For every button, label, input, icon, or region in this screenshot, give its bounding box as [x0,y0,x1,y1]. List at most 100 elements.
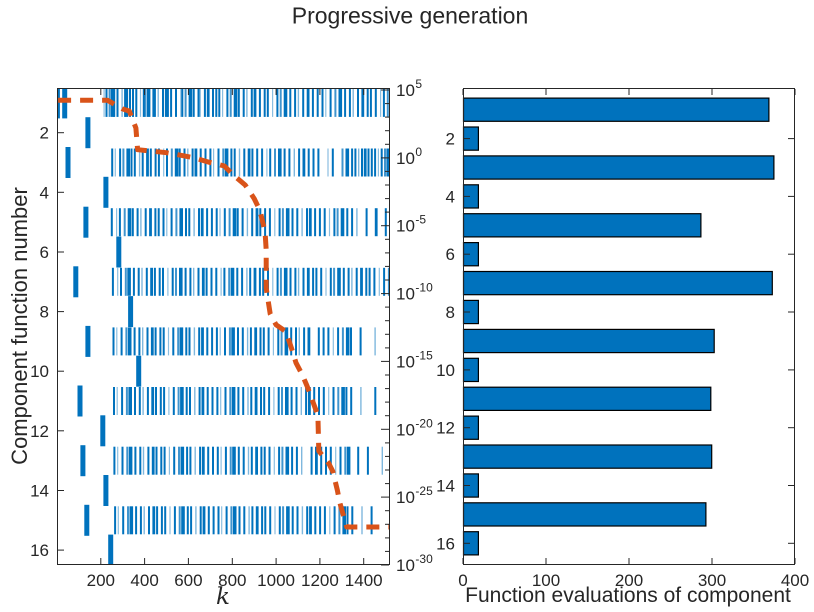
raster-xtick-label: 800 [218,571,246,590]
raster-ytick-label: 14 [30,482,49,501]
raster-mark [346,208,349,237]
raster-mark [254,387,258,415]
raster-mark [338,506,341,535]
raster-mark [153,267,156,296]
raster-mark [183,148,186,177]
raster-mark [123,208,126,237]
raster-mark [118,208,121,237]
log-axis-tick-label: 10-20 [396,416,433,439]
raster-mark [215,88,218,117]
raster-mark [212,88,214,117]
raster-mark [355,267,358,296]
raster-mark [278,208,281,237]
raster-mark [345,327,350,356]
raster-mark [356,208,358,237]
raster-mark [301,446,303,475]
raster-mark [160,506,163,535]
raster-mark [250,387,253,415]
raster-mark [111,267,114,296]
raster-mark [361,506,363,535]
raster-mark [136,355,142,387]
raster-mark [276,88,279,117]
raster-mark [145,267,148,296]
raster-mark [188,327,191,356]
raster-mark [260,387,262,415]
raster-mark [122,148,125,177]
raster-mark [206,327,209,356]
raster-mark [350,327,352,356]
raster-mark [242,88,245,117]
raster-mark [323,208,326,237]
raster-mark [178,446,180,475]
raster-mark [238,148,241,177]
raster-mark [185,327,188,356]
bar-xtick-label: 400 [781,571,809,590]
raster-mark [255,506,259,535]
raster-mark [128,446,133,475]
raster-mark [341,148,344,177]
raster-mark [246,208,249,237]
raster-mark [329,506,331,535]
raster-mark [212,506,215,535]
raster-marks-layer [57,88,390,565]
raster-mark [117,267,119,296]
raster-mark [329,267,332,296]
raster-mark [358,148,360,177]
raster-mark [290,387,293,415]
raster-mark [201,446,205,475]
raster-mark [280,327,283,356]
raster-mark [167,267,169,296]
raster-mark [186,506,189,535]
raster-mark [308,387,311,415]
raster-mark [293,148,295,177]
raster-mark [247,446,250,475]
raster-mark [163,387,166,415]
raster-mark [223,267,226,296]
raster-mark [172,327,175,356]
raster-mark [206,387,209,415]
raster-mark [332,387,335,415]
raster-mark [320,267,323,296]
raster-mark [142,88,145,117]
raster-mark [166,148,168,177]
raster-mark [253,267,257,296]
bar-component-7 [462,270,773,296]
raster-mark [221,506,223,535]
raster-mark [121,387,124,415]
raster-mark [117,506,119,535]
raster-mark [154,148,157,177]
raster-mark [158,267,161,296]
raster-tick-labels: 200 400 600 800 1000 1200 1400 2 4 6 8 10 12 14 16 105 1… [30,77,433,590]
raster-mark [103,475,109,506]
raster-mark [103,176,109,208]
raster-mark [127,506,129,535]
raster-mark [103,88,105,117]
raster-mark [315,267,318,296]
raster-mark [152,506,156,535]
raster-mark [139,88,142,117]
raster-mark [342,506,346,535]
raster-mark [341,327,344,356]
raster-mark [177,387,180,415]
raster-mark [251,208,254,237]
raster-mark [121,446,124,475]
raster-mark [229,387,232,415]
raster-mark [230,506,233,535]
log-axis-tick-label: 10-10 [396,281,433,304]
raster-mark [114,506,117,535]
raster-mark [233,148,236,177]
raster-mark [354,148,357,177]
raster-mark [250,88,253,117]
raster-mark [269,506,272,535]
raster-mark [130,148,133,177]
raster-mark [263,88,266,117]
raster-mark [237,88,240,117]
raster-mark [322,327,325,356]
raster-mark [237,446,240,475]
raster-mark [159,387,162,415]
raster-mark [201,387,205,415]
raster-mark [272,267,274,296]
bar-ytick-label: 16 [436,534,455,553]
bar-tick-labels: 0 100 200 300 400 2 4 6 8 10 12 14 16 [436,130,809,590]
